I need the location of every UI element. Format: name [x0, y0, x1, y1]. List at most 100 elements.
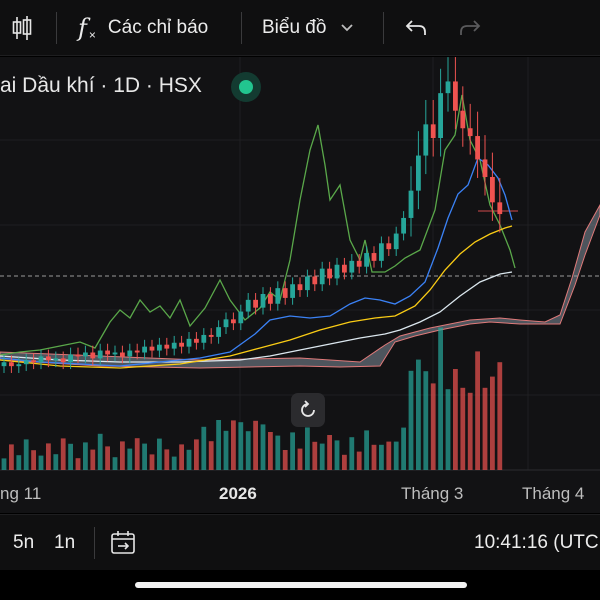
candle-body — [453, 81, 458, 111]
market-status-indicator — [231, 72, 261, 102]
volume-bar — [371, 444, 377, 470]
candle-body — [201, 334, 207, 343]
volume-bar — [342, 454, 347, 470]
volume-bar — [134, 438, 140, 470]
function-fx-icon: f — [78, 14, 87, 42]
volume-bar — [319, 443, 325, 470]
candle-body — [275, 288, 281, 304]
redo-button[interactable] — [458, 0, 482, 56]
candle-body — [142, 346, 147, 353]
volume-bar — [16, 455, 22, 470]
volume-bar — [260, 424, 266, 470]
candle-body — [482, 159, 488, 177]
candle-body — [38, 356, 44, 363]
volume-bar — [157, 438, 162, 470]
volume-bar — [38, 455, 44, 470]
candle-body — [379, 243, 384, 261]
candle-body — [75, 354, 81, 357]
volume-bar — [268, 432, 273, 470]
symbol-title[interactable]: ai Dầu khí · 1D · HSX — [0, 74, 202, 97]
candle-body — [401, 217, 406, 234]
volume-bar — [282, 450, 288, 470]
candle-body — [438, 93, 443, 138]
chevron-down-icon — [341, 24, 354, 32]
candle-body — [31, 360, 36, 363]
volume-bar — [334, 440, 340, 470]
volume-bar — [194, 439, 199, 470]
candle-body — [216, 327, 221, 337]
candle-body — [120, 352, 125, 357]
candle-body — [497, 202, 503, 215]
volume-bars — [1, 327, 503, 470]
volume-bar — [149, 454, 155, 470]
candle-body — [334, 264, 340, 279]
market-open-dot — [239, 80, 253, 94]
volume-bar — [238, 422, 244, 470]
refresh-icon — [301, 400, 315, 417]
rsi-line — [0, 94, 516, 356]
volume-bar — [201, 426, 207, 470]
volume-bar — [305, 427, 310, 470]
range-5y-button[interactable]: 5n — [13, 532, 35, 553]
volume-bar — [127, 448, 133, 470]
candle-body — [171, 342, 177, 349]
volume-bar — [97, 433, 103, 470]
candle-body — [134, 350, 140, 353]
candle-body — [105, 350, 110, 355]
candle-body — [467, 128, 473, 137]
x-tick-label: ng 11 — [0, 484, 42, 503]
toolbar-divider — [56, 12, 57, 44]
range-1y-button[interactable]: 1n — [54, 532, 76, 553]
candle-body — [371, 253, 377, 261]
volume-bar — [112, 457, 118, 470]
candle-body — [245, 299, 251, 312]
volume-bar — [1, 458, 7, 470]
volume-bar — [497, 362, 503, 470]
volume-bar — [453, 369, 458, 470]
volume-bar — [401, 427, 406, 470]
undo-button[interactable] — [404, 0, 428, 56]
volume-bar — [9, 444, 14, 470]
chart-canvas[interactable] — [0, 57, 600, 513]
home-indicator[interactable] — [135, 582, 467, 588]
volume-bar — [75, 458, 81, 470]
volume-bar — [416, 359, 421, 470]
volume-bar — [327, 435, 332, 470]
candle-body — [290, 284, 295, 298]
reset-zoom-button[interactable] — [291, 393, 325, 427]
candle-body — [208, 334, 214, 337]
volume-bar — [46, 443, 51, 470]
candle-body — [238, 311, 244, 324]
undo-icon — [405, 20, 426, 35]
volume-bar — [312, 441, 318, 470]
candle-body — [342, 264, 347, 273]
toolbar-divider — [241, 12, 242, 44]
candle-body — [282, 288, 288, 298]
volume-bar — [467, 392, 473, 470]
volume-bar — [208, 441, 214, 470]
candle-body — [157, 344, 162, 351]
indicators-button[interactable]: f × Các chỉ báo — [78, 0, 208, 56]
timezone-clock[interactable]: 10:41:16 (UTC — [474, 532, 599, 553]
volume-bar — [408, 370, 414, 470]
volume-bar — [290, 432, 295, 470]
candle-body — [393, 233, 399, 250]
candle-body — [319, 268, 325, 285]
candle-body — [60, 358, 66, 363]
candle-body — [475, 136, 480, 160]
candle-body — [97, 350, 103, 359]
fx-subscript: × — [88, 28, 96, 42]
volume-bar — [430, 383, 436, 470]
go-to-date-button[interactable] — [110, 515, 138, 571]
candle-body — [349, 260, 355, 273]
candlestick-style-button[interactable] — [10, 0, 42, 56]
chart-type-dropdown[interactable]: Biểu đồ — [262, 0, 354, 56]
candlestick-icon — [12, 16, 32, 40]
candle-body — [423, 124, 429, 156]
candle-body — [23, 360, 29, 365]
candle-body — [327, 268, 332, 279]
volume-bar — [68, 443, 73, 470]
volume-bar — [423, 371, 429, 470]
volume-bar — [179, 444, 184, 470]
x-tick-label: 2026 — [219, 484, 257, 503]
